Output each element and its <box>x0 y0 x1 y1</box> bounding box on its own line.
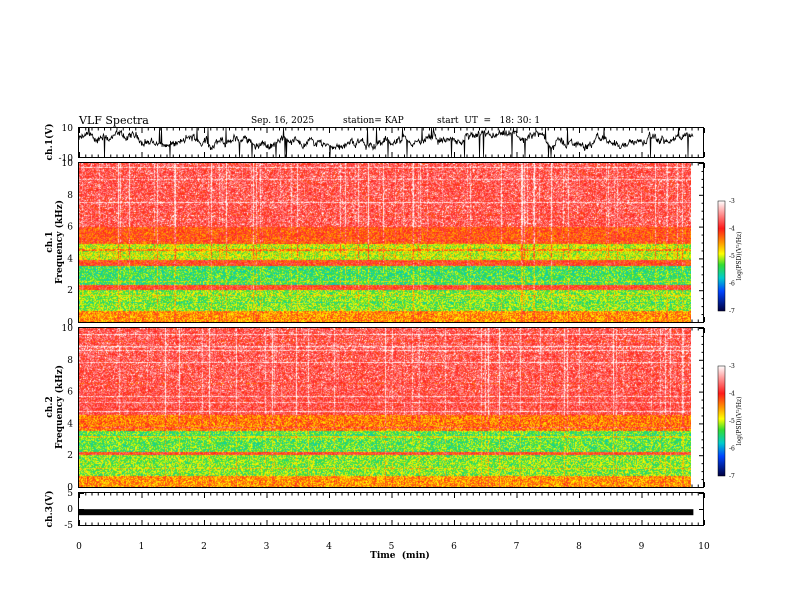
x-tick-label: 7 <box>514 542 520 552</box>
x-tick-label: 4 <box>326 542 332 552</box>
ch1-colorbar <box>717 200 726 312</box>
colorbar-tick-label: -4 <box>729 226 735 233</box>
date-label: Sep. 16, 2025 <box>251 116 314 126</box>
freq-tick-label: 4 <box>67 254 73 264</box>
freq-tick-label: 2 <box>67 451 73 461</box>
freq-tick-label: 10 <box>62 324 74 334</box>
x-tick-label: 2 <box>201 542 207 552</box>
ch1-waveform-trace <box>78 127 694 158</box>
ch2-spectrogram-ylabel-line2: Frequency (kHz) <box>54 365 65 449</box>
ch1-ytick-label: -10 <box>59 154 74 164</box>
ch3-ytick-label: 5 <box>67 489 73 499</box>
colorbar-tick-label: -3 <box>729 363 735 370</box>
x-tick-label: 10 <box>698 542 710 552</box>
ch3-waveform-trace <box>79 509 694 516</box>
colorbar-tick-label: -6 <box>729 281 735 288</box>
ch3-ytick-label: -5 <box>64 521 73 531</box>
colorbar-tick-label: -5 <box>729 253 735 260</box>
x-tick-label: 9 <box>639 542 645 552</box>
ch3-waveform-ylabel: ch.3(V) <box>44 491 55 528</box>
figure-title: VLF Spectra <box>78 114 149 127</box>
x-tick-label: 8 <box>576 542 582 552</box>
station-label: station= KAP <box>343 116 404 126</box>
colorbar-tick-label: -5 <box>729 418 735 425</box>
colorbar-tick-label: -7 <box>729 473 735 480</box>
freq-tick-label: 8 <box>67 356 73 366</box>
colorbar-tick-label: -4 <box>729 391 735 398</box>
ch3-waveform-frame <box>78 492 704 526</box>
colorbar-tick-label: -7 <box>729 308 735 315</box>
colorbar-tick-label: -3 <box>729 198 735 205</box>
x-tick-label: 1 <box>139 542 145 552</box>
x-tick-label: 5 <box>389 542 395 552</box>
start-time-label: start UT = 18: 30: 1 <box>437 116 540 126</box>
freq-tick-label: 4 <box>67 419 73 429</box>
ch2-colorbar-label: log(PSD)(V²/Hz) <box>736 397 743 446</box>
ch1-colorbar-label: log(PSD)(V²/Hz) <box>736 232 743 281</box>
ch1-spectrogram-ylabel-line1: ch.1 <box>45 231 55 252</box>
x-axis-label: Time (min) <box>370 550 430 561</box>
ch1-ytick-label: 10 <box>62 124 74 134</box>
freq-tick-label: 2 <box>67 286 73 296</box>
ch1-waveform-ylabel: ch.1(V) <box>44 124 55 161</box>
ch2-colorbar <box>717 365 726 477</box>
freq-tick-label: 0 <box>67 483 73 493</box>
x-tick-label: 0 <box>76 542 82 552</box>
ch1-waveform-frame <box>78 127 704 158</box>
colorbar-tick-label: -6 <box>729 446 735 453</box>
ch2-spectrogram-image <box>79 328 691 487</box>
ch3-ytick-label: 0 <box>67 505 73 515</box>
freq-tick-label: 10 <box>62 159 74 169</box>
ch1-spectrogram-ylabel-line2: Frequency (kHz) <box>54 200 65 284</box>
ch1-spectrogram-image <box>79 163 691 322</box>
freq-tick-label: 6 <box>67 388 73 398</box>
freq-tick-label: 8 <box>67 191 73 201</box>
x-tick-label: 6 <box>451 542 457 552</box>
freq-tick-label: 6 <box>67 223 73 233</box>
x-tick-label: 3 <box>264 542 270 552</box>
ch2-spectrogram-ylabel-line1: ch.2 <box>45 396 55 417</box>
freq-tick-label: 0 <box>67 318 73 328</box>
